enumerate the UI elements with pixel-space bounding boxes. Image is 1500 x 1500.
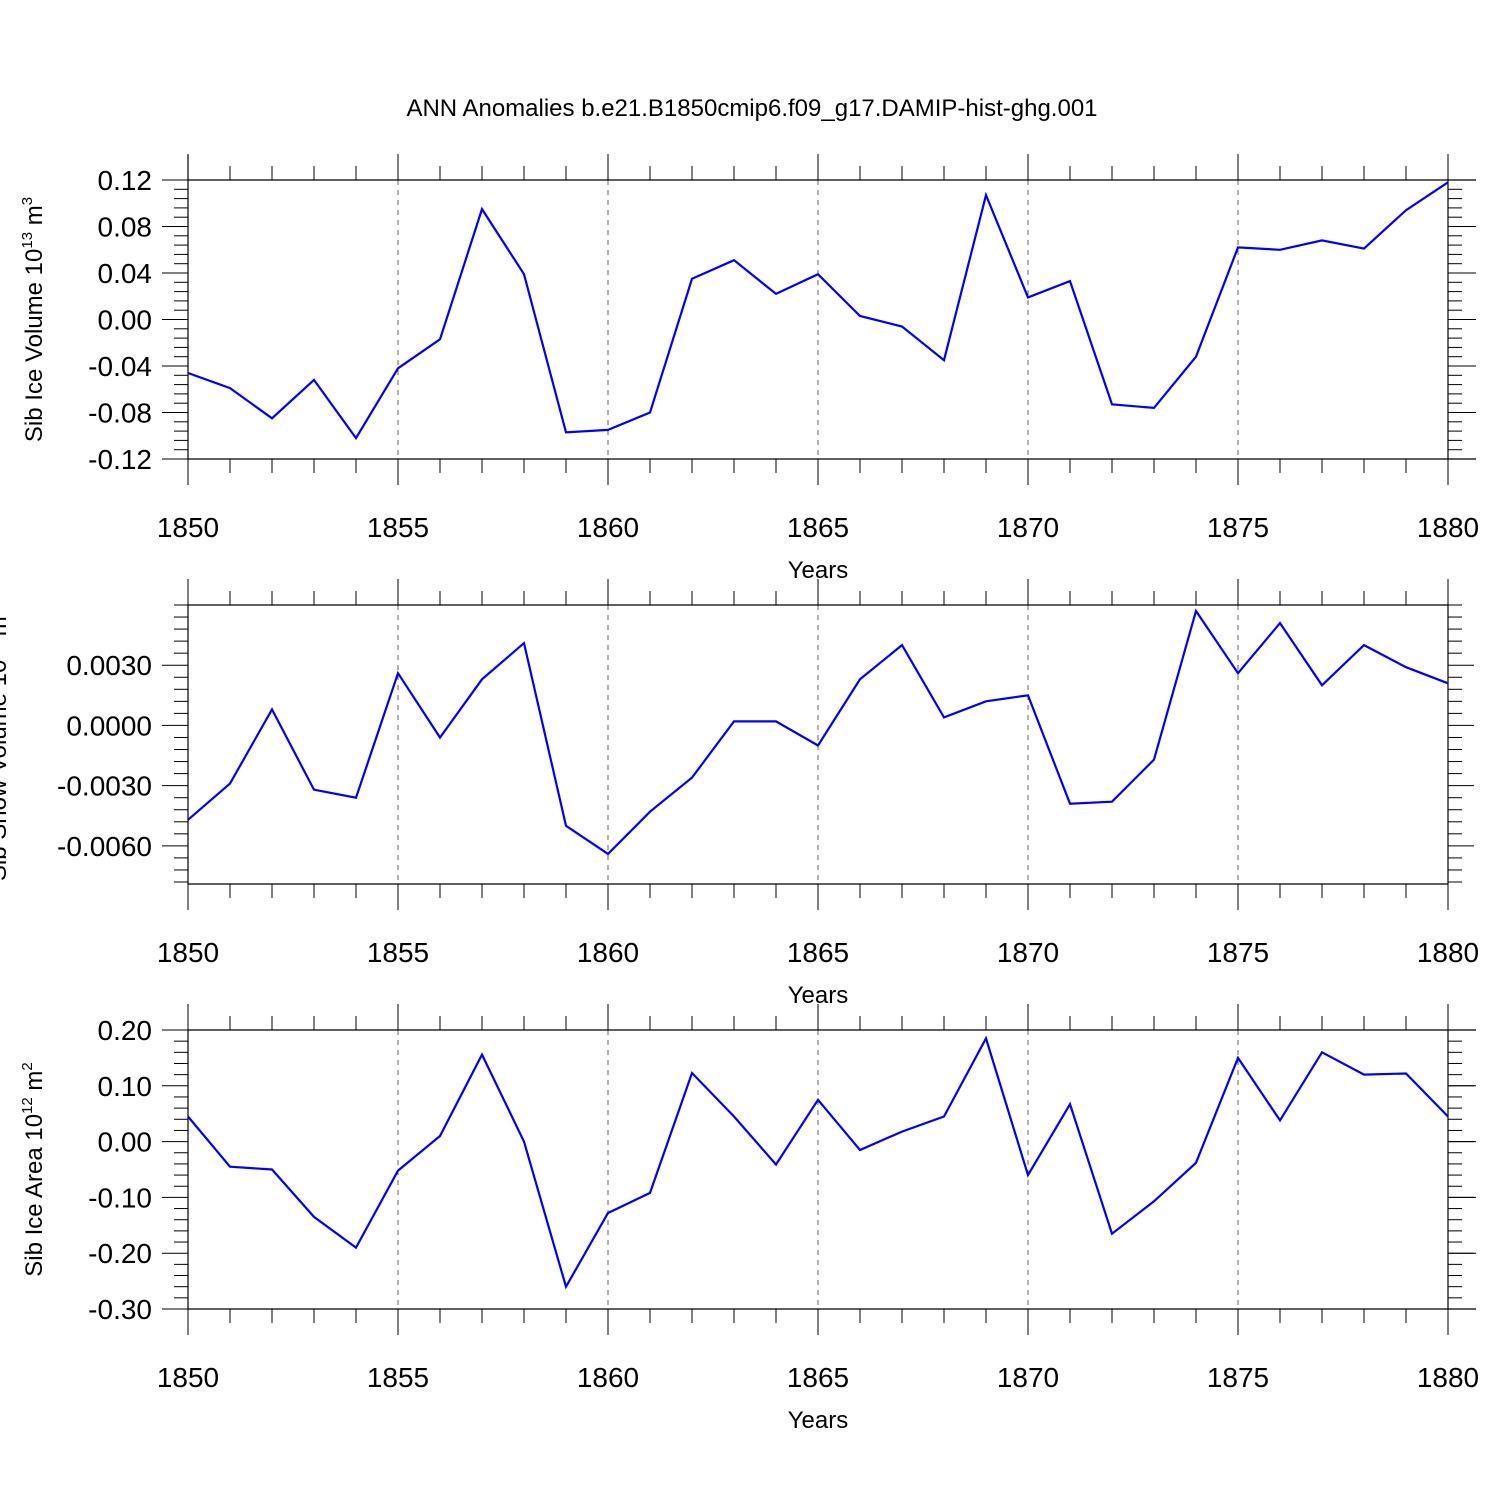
chart-panel-2: -0.0060 -0.0030 0.0000 0.0030 1850 1855 1860 18… [0,579,1479,1009]
chart-panel-1: -0.12 -0.08 -0.04 0.00 0.04 0.08 0.12 1850 1855 1… [19,154,1479,584]
y-tick-label: 0.0030 [66,650,152,681]
chart-panel-3: -0.30 -0.20 -0.10 0.00 0.10 0.20 1850 1855 1860 1… [19,1004,1479,1434]
y-tick-label: -0.12 [88,444,152,475]
x-tick-label: 1850 [157,512,219,543]
y-axis-title-unit: m [21,205,48,232]
x-tick-label: 1860 [577,512,639,543]
y-tick-label: -0.08 [88,398,152,429]
x-tick-label: 1860 [577,1362,639,1393]
y-tick-label: -0.30 [88,1294,152,1325]
y-axis-title-main: Sib Ice Volume 10 [21,249,48,442]
x-tick-label: 1865 [787,512,849,543]
x-tick-label: 1865 [787,937,849,968]
y-tick-label: -0.0030 [57,771,152,802]
x-tick-label: 1880 [1417,1362,1479,1393]
x-tick-label: 1875 [1207,1362,1269,1393]
panels: -0.12 -0.08 -0.04 0.00 0.04 0.08 0.12 1850 1855 1… [0,154,1479,1434]
y-axis-title-unit: m [21,1071,48,1098]
y-tick-label: 0.10 [98,1071,153,1102]
x-tick-label: 1860 [577,937,639,968]
y-tick-label: -0.20 [88,1238,152,1269]
y-axis-title: Sib Ice Volume 1013 m3 [19,197,48,442]
y-tick-label: 0.04 [98,258,153,289]
y-tick-label: 0.0000 [66,710,152,741]
y-tick-label: -0.10 [88,1182,152,1213]
x-tick-label: 1850 [157,1362,219,1393]
x-axis-title: Years [788,1407,849,1434]
y-axis-title-unit-exponent: 3 [19,197,36,205]
x-tick-label: 1875 [1207,512,1269,543]
y-tick-label: 0.08 [98,212,153,243]
y-tick-label: -0.04 [88,351,152,382]
y-axis-title-main: Sib Snow Volume 10 [0,660,12,881]
y-tick-label: -0.0060 [57,831,152,862]
y-axis-title-unit-exponent: 2 [19,1062,36,1070]
x-tick-label: 1870 [997,1362,1059,1393]
y-axis-title-main: Sib Ice Area 10 [21,1114,48,1277]
y-axis-title-unit: m [0,616,12,643]
x-tick-label: 1875 [1207,937,1269,968]
x-tick-label: 1880 [1417,512,1479,543]
x-tick-label: 1855 [367,1362,429,1393]
x-tick-label: 1855 [367,937,429,968]
x-tick-label: 1850 [157,937,219,968]
y-axis-title-exponent: 12 [19,1097,36,1114]
x-tick-label: 1870 [997,937,1059,968]
x-tick-label: 1855 [367,512,429,543]
x-tick-label: 1865 [787,1362,849,1393]
x-tick-label: 1870 [997,512,1059,543]
y-tick-label: 0.20 [98,1015,153,1046]
y-axis-title: Sib Ice Area 1012 m2 [19,1062,48,1276]
y-axis-title: Sib Snow Volume 1013 m3 [0,608,12,881]
y-tick-label: 0.00 [98,305,153,336]
y-axis-title-exponent: 13 [19,232,36,249]
figure-title: ANN Anomalies b.e21.B1850cmip6.f09_g17.D… [406,95,1097,122]
y-tick-label: 0.12 [98,165,153,196]
y-tick-label: 0.00 [98,1127,153,1158]
x-tick-label: 1880 [1417,937,1479,968]
